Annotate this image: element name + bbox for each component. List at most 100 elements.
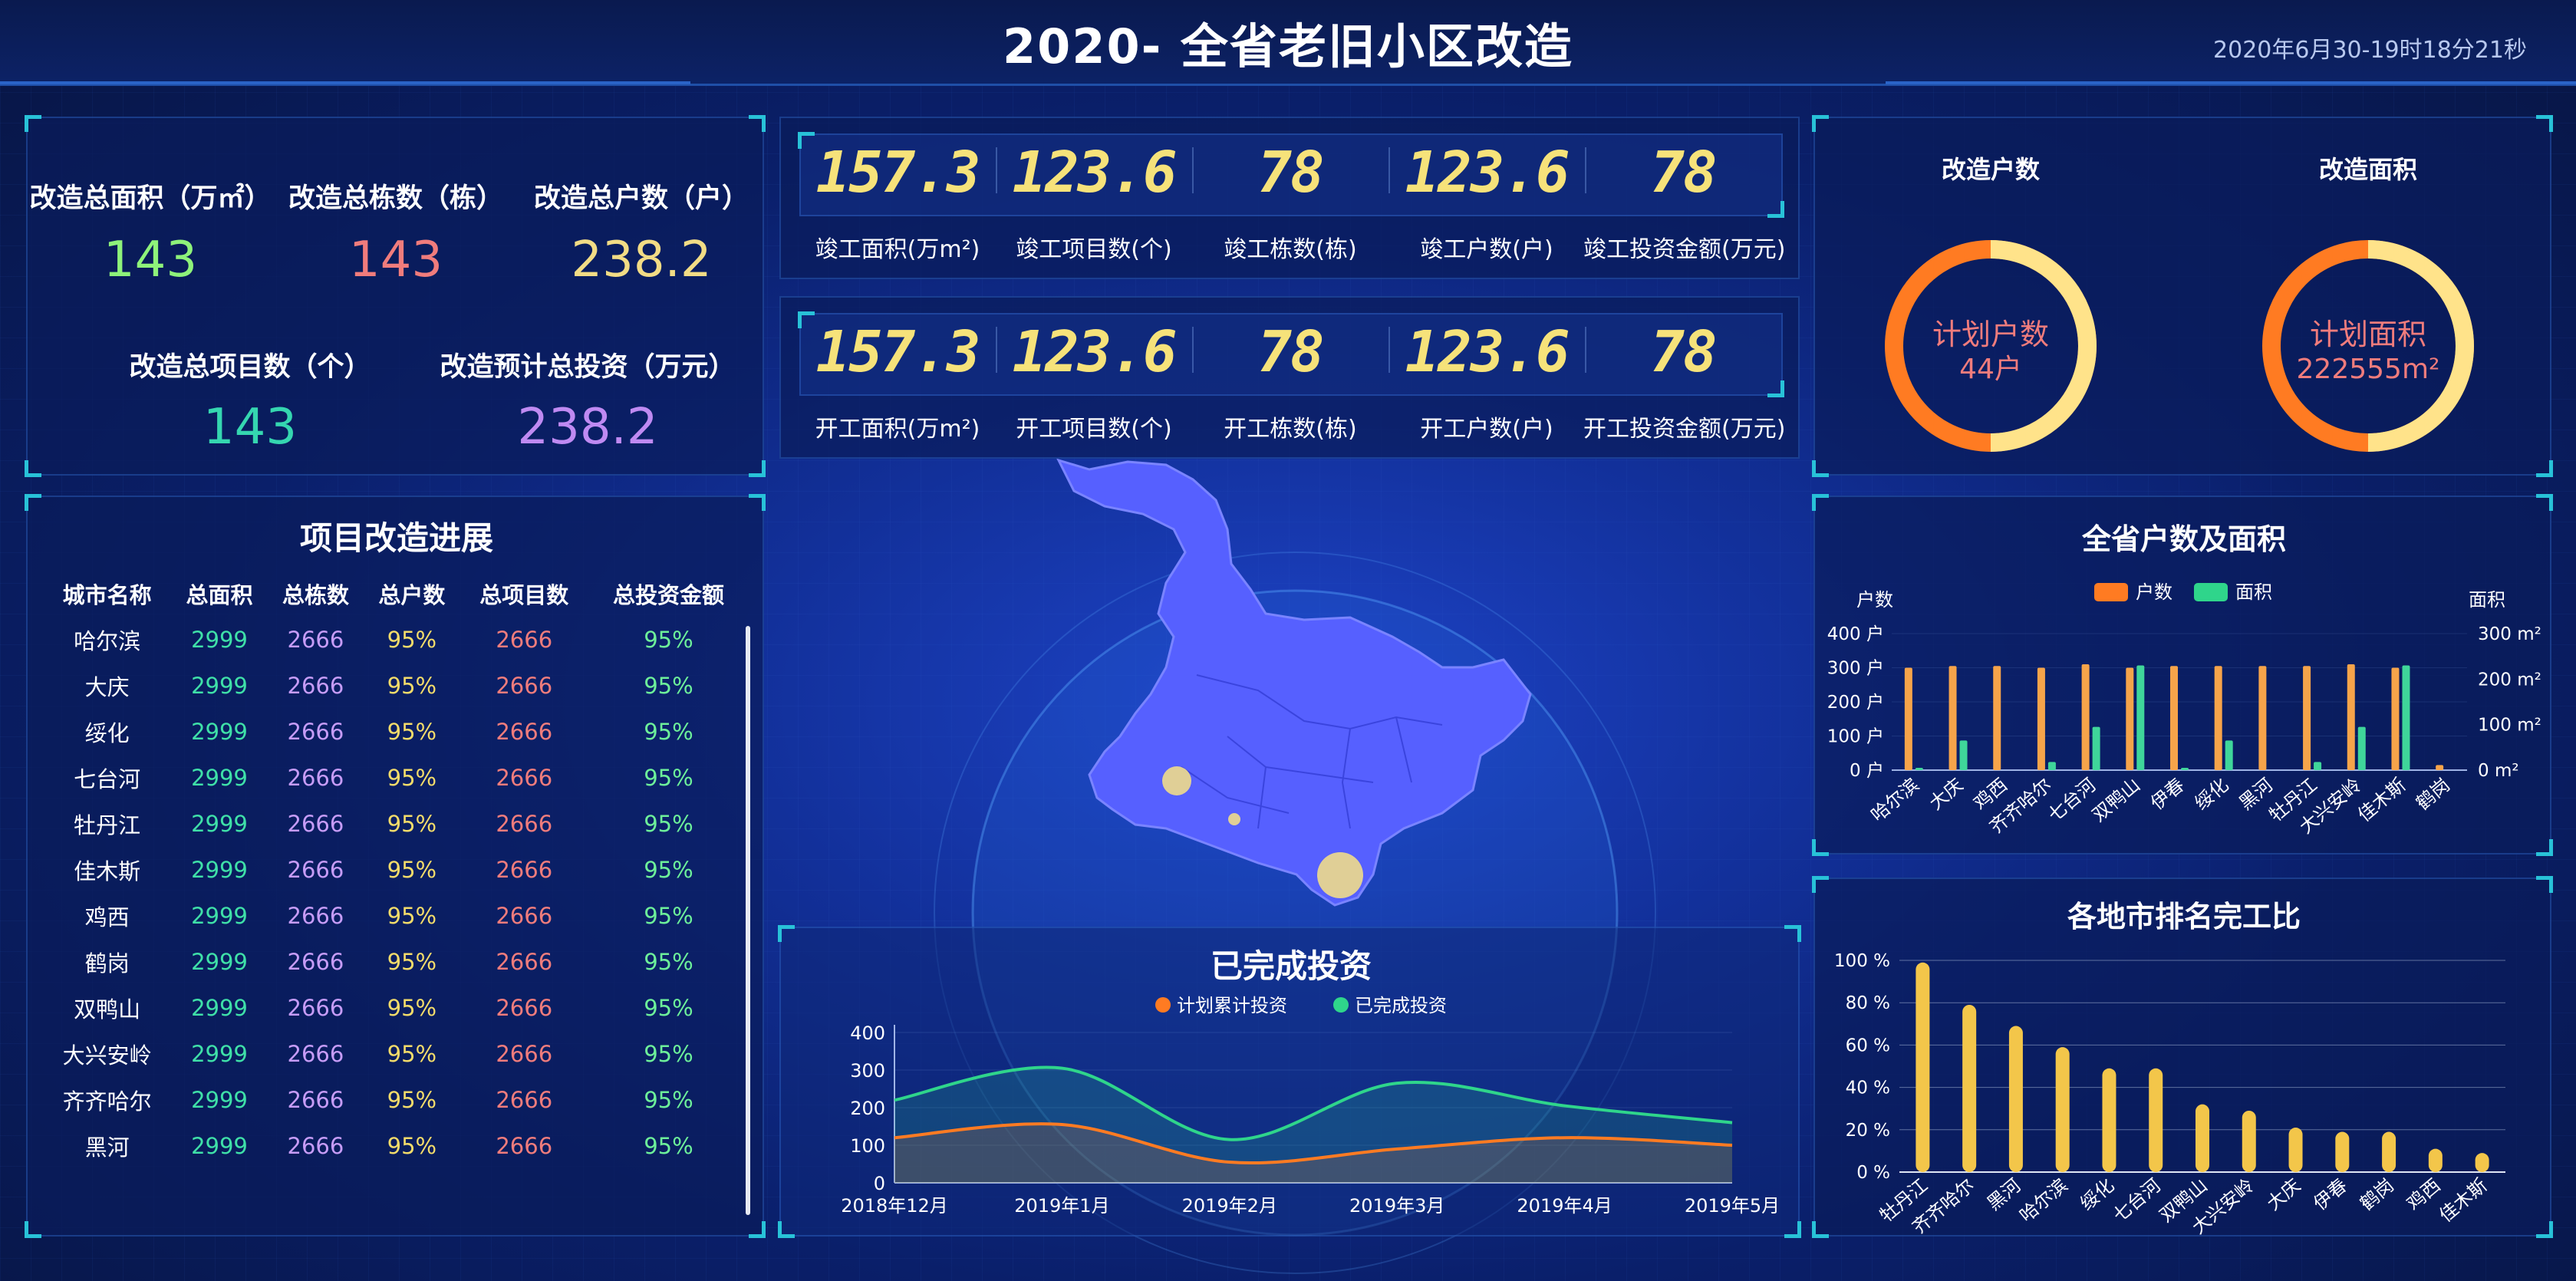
table-cell: 2666 [287,1087,344,1113]
table-cell: 2666 [496,1133,553,1159]
bar-chart-2-ytick: 20 % [1846,1121,1890,1141]
table-cell: 2666 [287,719,344,745]
header-deco-left [0,71,690,84]
donut-title: 改造户数 [1942,155,2041,184]
bar-chart-1-bar-households [2258,666,2267,770]
completion-rank-title: 各地市排名完工比 [2067,900,2301,934]
bar-chart-2-bar [2242,1110,2256,1172]
table-row[interactable]: 大庆 2999 2666 95% 2666 95% [43,663,749,709]
map-marker-small[interactable] [1228,813,1240,825]
table-cell: 2999 [191,673,248,699]
bar-chart-2-xtick: 大庆 [2263,1174,2305,1214]
table-cell: 95% [644,1087,693,1113]
table-cell: 鸡西 [84,904,130,930]
table-cell: 95% [387,673,437,699]
line-chart-area [894,1067,1732,1183]
map-borders [1181,674,1443,829]
table-cell: 大兴安岭 [62,1042,152,1069]
header-deco-right [1886,71,2576,84]
bar-chart-2-bar [2102,1068,2116,1172]
bar-chart-1-xtick: 佳木斯 [2354,774,2410,826]
line-chart-series-line [894,1065,1733,1141]
map-marker-large[interactable] [1162,766,1191,795]
table-scrollbar[interactable] [746,626,750,1215]
completed-kpi-label: 竣工面积(万m²) [815,236,980,263]
table-row[interactable]: 鹤岗 2999 2666 95% 2666 95% [43,939,749,985]
bar-chart-1-bar-area [1915,768,1923,770]
bar-chart-2-bar [2288,1128,2303,1172]
table-row[interactable]: 七台河 2999 2666 95% 2666 95% [43,755,749,801]
bar-chart-2-bar [2055,1047,2070,1172]
table-cell: 95% [387,811,437,837]
total-households-value: 238.2 [571,232,712,288]
investment-chart-title: 已完成投资 [1210,947,1372,985]
table-cell: 2666 [287,857,344,883]
started-kpi-value: 78 [1650,319,1717,385]
started-kpi-label: 开工栋数(栋) [1224,416,1357,443]
started-kpi-label: 开工户数(户) [1420,416,1553,443]
line-chart-area [894,1124,1732,1183]
bar-chart-2-bar [2196,1104,2209,1172]
table-row[interactable]: 大兴安岭 2999 2666 95% 2666 95% [43,1031,749,1077]
table-cell: 95% [387,857,437,883]
donut-title: 改造面积 [2319,155,2417,184]
table-cell: 95% [387,627,437,653]
table-cell: 95% [644,1041,693,1067]
bar-chart-1-ytick-right: 0 m² [2478,761,2519,781]
completed-kpi-value: 123.6 [1405,140,1570,206]
total-investment-value: 238.2 [517,399,658,456]
line-chart-xtick: 2019年1月 [1014,1195,1109,1217]
started-strip-box [798,311,1784,397]
bar-chart-1-ylabel: 户数 [1856,589,1893,611]
bar-chart-1-bar-area [2225,740,2233,770]
table-row[interactable]: 齐齐哈尔 2999 2666 95% 2666 95% [43,1077,749,1123]
started-kpi-label: 开工面积(万m²) [815,416,980,443]
bar-chart-1-bar-households [2126,667,2134,770]
table-cell: 2666 [496,949,553,975]
bar-chart-1-ytick-right: 200 m² [2478,670,2541,690]
total-area-label: 改造总面积（万㎡） [29,183,272,214]
table-header-cell: 总户数 [378,582,446,608]
table-cell: 95% [387,765,437,791]
bar-chart-2-bar [2475,1153,2489,1172]
table-cell: 2666 [287,995,344,1021]
table-cell: 2666 [287,903,344,929]
household-area-chart: 户数 面积 0 户 100 户 200 户 300 户 400 户 0 m² 100 m² 200… [1827,581,2541,838]
table-cell: 七台河 [74,766,141,792]
table-row[interactable]: 佳木斯 2999 2666 95% 2666 95% [43,847,749,893]
table-row[interactable]: 鸡西 2999 2666 95% 2666 95% [43,893,749,939]
table-row[interactable]: 哈尔滨 2999 2666 95% 2666 95% [43,617,749,663]
started-kpi-divider [1192,327,1194,373]
table-cell: 95% [644,719,693,745]
bar-chart-1-legend-label: 户数 [2136,581,2172,603]
bar-chart-1-bar-households [1948,666,1957,770]
table-cell: 2666 [496,1087,553,1113]
completed-strip-panel: 157.3 竣工面积(万m²) 123.6 竣工项目数(个) 78 竣工栋数(栋) 123.… [779,117,1800,279]
bar-chart-2-bar [2335,1131,2350,1172]
table-row[interactable]: 绥化 2999 2666 95% 2666 95% [43,709,749,755]
bar-chart-1-bar-households [2037,667,2045,770]
table-row[interactable]: 双鸭山 2999 2666 95% 2666 95% [43,985,749,1031]
bar-chart-1-ytick-left: 0 户 [1850,761,1884,781]
donut-panel: 改造户数 计划户数 44户 改造面积 计划面积 222555m² [1812,115,2553,477]
total-projects-value: 143 [203,399,298,456]
bar-chart-1-bar-area [2357,726,2366,770]
bar-chart-2-xtick: 佳木斯 [2435,1174,2491,1227]
table-cell: 2666 [287,673,344,699]
table-cell: 2666 [287,811,344,837]
line-chart-xtick: 2019年4月 [1517,1195,1612,1217]
line-chart-xtick: 2018年12月 [841,1195,948,1217]
completed-kpi-value: 157.3 [815,140,981,206]
table-row[interactable]: 牡丹江 2999 2666 95% 2666 95% [43,801,749,847]
table-cell: 2999 [191,949,248,975]
map-marker-xlarge[interactable] [1317,852,1363,898]
table-cell: 2666 [496,719,553,745]
table-cell: 95% [644,1133,693,1159]
table-cell: 95% [387,1087,437,1113]
bar-chart-1-xtick: 哈尔滨 [1867,774,1923,826]
line-chart-legend-label: 计划累计投资 [1177,995,1287,1016]
table-row[interactable]: 黑河 2999 2666 95% 2666 95% [43,1123,749,1169]
line-chart-ytick: 100 [850,1135,885,1157]
completed-strip: 157.3 竣工面积(万m²) 123.6 竣工项目数(个) 78 竣工栋数(栋) 123.… [799,118,1786,281]
table-cell: 2666 [287,765,344,791]
